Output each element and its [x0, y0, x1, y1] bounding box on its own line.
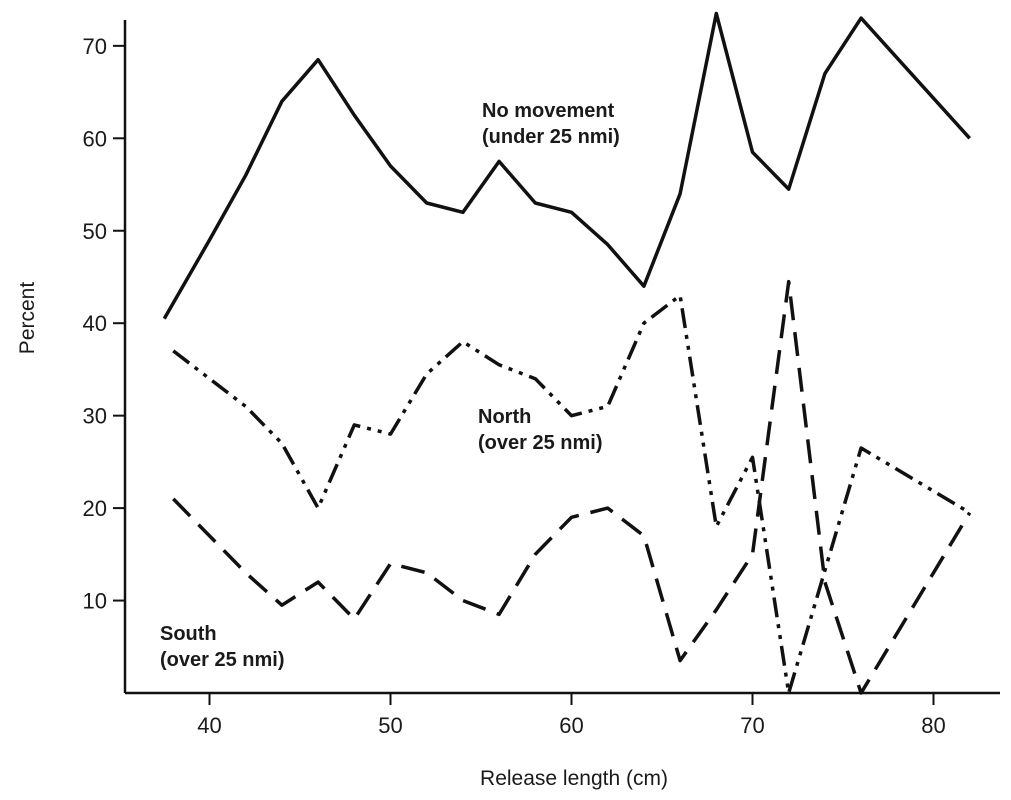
- y-axis-title: Percent: [16, 282, 39, 355]
- x-tick-label: 40: [197, 713, 221, 738]
- x-tick-label: 80: [921, 713, 945, 738]
- series-annotations: No movement (under 25 nmi) North (over 25 n…: [160, 100, 620, 671]
- series-line-north: [172, 293, 971, 695]
- y-tick-label: 70: [83, 34, 107, 59]
- y-tick-label: 10: [83, 589, 107, 614]
- annotation-south: South (over 25 nmi): [160, 623, 284, 671]
- x-tick-label: 70: [740, 713, 764, 738]
- y-tick-label: 20: [83, 496, 107, 521]
- y-tick-label: 40: [83, 311, 107, 336]
- series-line-south: [172, 279, 972, 695]
- x-tick-label: 50: [378, 713, 402, 738]
- x-tick-label: 60: [559, 713, 583, 738]
- series-line-no-movement: [162, 11, 971, 320]
- axis-ticks: 40 50 60 70 80 10 20 30 40 50 60 70: [83, 34, 946, 738]
- annotation-no-movement: No movement (under 25 nmi): [482, 100, 620, 148]
- data-series: [162, 11, 972, 695]
- annotation-north: North (over 25 nmi): [478, 406, 602, 454]
- x-axis-title: Release length (cm): [480, 767, 668, 790]
- y-tick-label: 50: [83, 219, 107, 244]
- y-tick-label: 60: [83, 126, 107, 151]
- y-tick-label: 30: [83, 404, 107, 429]
- axes: [123, 20, 1000, 695]
